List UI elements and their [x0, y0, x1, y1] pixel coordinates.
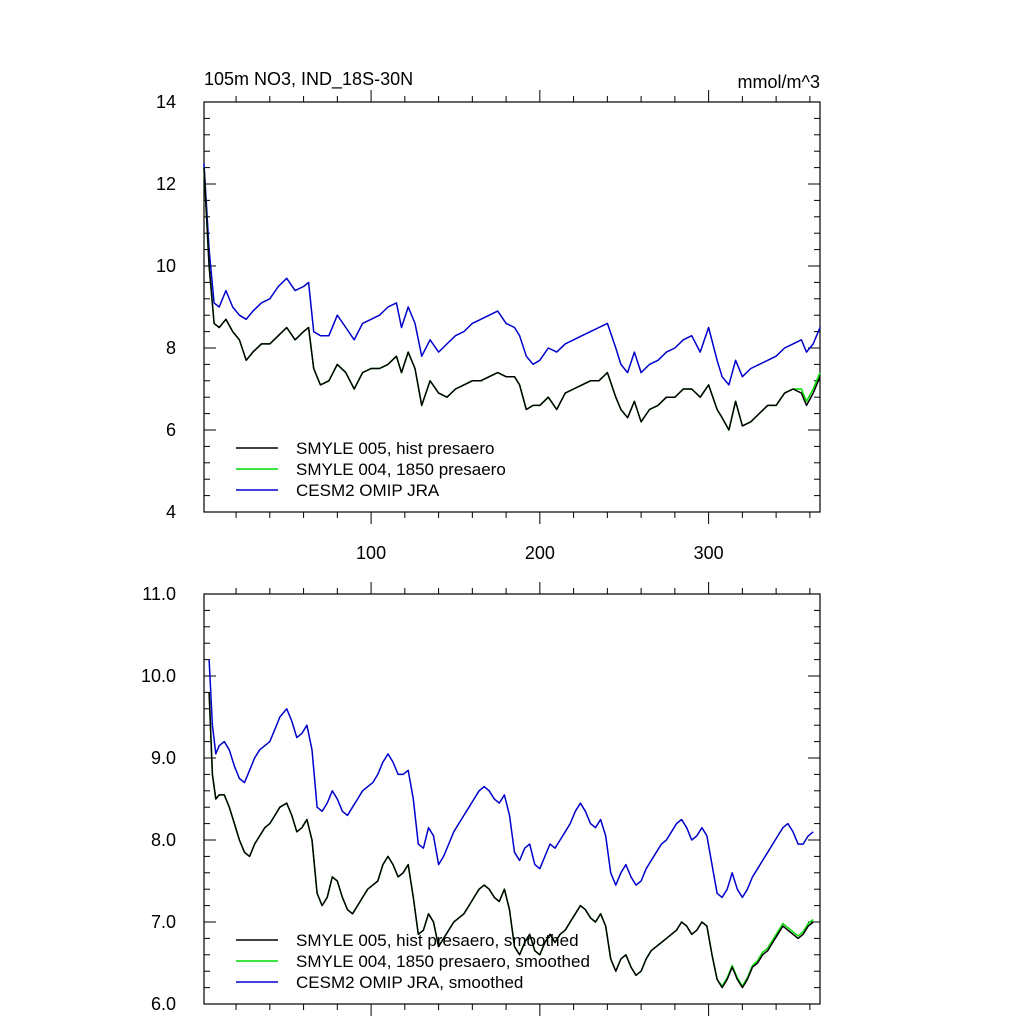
y-tick-label: 6	[166, 420, 176, 440]
y-tick-label: 10	[156, 256, 176, 276]
y-tick-label: 12	[156, 174, 176, 194]
top-panel: 4 6 8 10 12 14 100 200 300 105m NO3, IND_18S-30N…	[156, 69, 821, 563]
bottom-tick-labels: 6.0 7.0 8.0 9.0 10.0 11.0	[141, 584, 176, 1014]
legend-label: SMYLE 005, hist presaero	[296, 439, 494, 458]
y-tick-label: 7.0	[151, 912, 176, 932]
top-series-group	[203, 163, 821, 431]
y-tick-label: 11.0	[142, 584, 176, 604]
top-tick-labels: 4 6 8 10 12 14 100 200 300	[156, 92, 724, 563]
y-tick-label: 9.0	[151, 748, 176, 768]
x-tick-label: 200	[525, 543, 555, 563]
legend-label: SMYLE 004, 1850 presaero	[296, 460, 506, 479]
top-ticks	[204, 90, 820, 524]
series-line-0	[203, 167, 821, 431]
bottom-legend: SMYLE 005, hist presaero, smoothed SMYLE …	[236, 931, 590, 992]
bottom-panel: 6.0 7.0 8.0 9.0 10.0 11.0 SMYLE 005, hist pre…	[141, 582, 821, 1016]
series-line-0	[208, 692, 814, 989]
top-legend: SMYLE 005, hist presaero SMYLE 004, 1850 …	[236, 439, 506, 500]
y-tick-label: 4	[166, 502, 176, 522]
legend-label: CESM2 OMIP JRA, smoothed	[296, 973, 523, 992]
top-plot-frame	[203, 101, 821, 513]
top-chart-title: 105m NO3, IND_18S-30N	[204, 69, 413, 90]
bottom-ticks	[204, 582, 820, 1016]
x-tick-label: 100	[356, 543, 386, 563]
series-line-1	[203, 167, 821, 431]
series-line-2	[208, 659, 814, 899]
y-tick-label: 8	[166, 338, 176, 358]
y-tick-label: 6.0	[151, 994, 176, 1014]
series-line-2	[203, 163, 821, 386]
legend-label: SMYLE 005, hist presaero, smoothed	[296, 931, 579, 950]
bottom-series-group	[208, 659, 814, 989]
bottom-plot-frame	[203, 593, 821, 1005]
x-tick-label: 300	[694, 543, 724, 563]
top-units-label: mmol/m^3	[738, 72, 820, 92]
legend-label: CESM2 OMIP JRA	[296, 481, 440, 500]
y-tick-label: 8.0	[151, 830, 176, 850]
y-tick-label: 10.0	[141, 666, 176, 686]
y-tick-label: 14	[156, 92, 176, 112]
legend-label: SMYLE 004, 1850 presaero, smoothed	[296, 952, 590, 971]
